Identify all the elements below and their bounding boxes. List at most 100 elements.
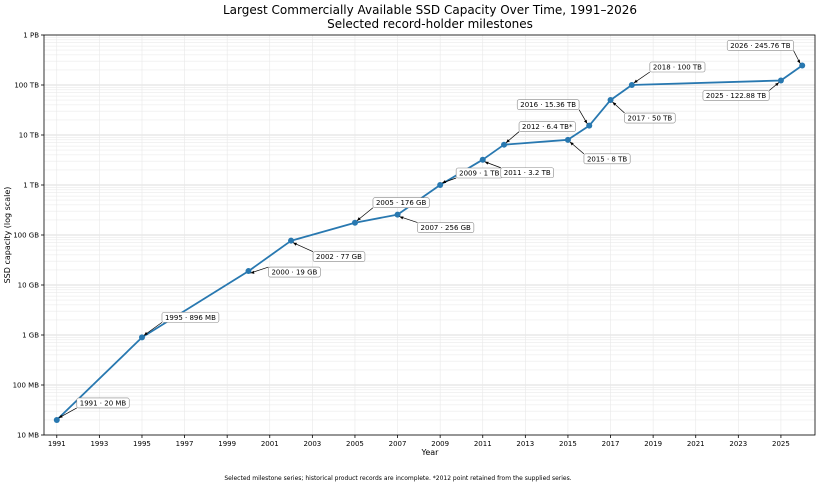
annotation: 2007 · 256 GB [399,216,475,233]
y-tick-label: 100 MB [13,382,40,390]
annotation-box [624,112,676,124]
annotation-box [702,90,770,101]
annotation: 1995 · 896 MB [143,312,220,336]
annotation-label: 2018 · 100 TB [653,64,702,72]
annotation-box [76,397,130,409]
annotation-arrowhead [797,59,801,64]
annotation-label: 2016 · 15.36 TB [520,101,576,109]
data-point [394,211,401,218]
annotation-box [518,121,576,132]
annotation-label: 2002 · 77 GB [316,253,362,261]
annotation: 2025 · 122.88 TB [702,82,780,101]
annotation-box [583,153,631,165]
annotation-arrowhead [569,141,574,146]
y-axis-label: SSD capacity (log scale) [3,187,12,284]
annotation-box [726,40,794,51]
annotations: 1991 · 20 MB 1995 · 896 MB 2000 · 19 GB 200… [58,40,801,419]
annotation-arrowhead [612,102,617,106]
annotation: 2026 · 245.76 TB [726,40,801,64]
data-point [799,62,806,69]
x-tick-label: 2003 [303,440,321,448]
annotation-label: 2026 · 245.76 TB [730,42,790,50]
annotation: 2018 · 100 TB [633,61,706,84]
annotation-arrowhead [775,82,779,87]
y-tick-label: 1 GB [22,332,39,340]
annotation-arrowhead [633,79,638,83]
annotation: 2017 · 50 TB [612,101,676,124]
annotation-box [268,266,321,278]
annotation: 2016 · 15.36 TB [516,99,588,124]
annotation-arrowhead [356,217,361,221]
annotation-arrowhead [293,242,298,246]
x-axis-label: Year [421,448,440,457]
annotation: 2002 · 77 GB [292,242,366,262]
x-tick-label: 2023 [729,440,747,448]
plot-frame [43,34,816,436]
y-tick-label: 100 TB [14,82,39,90]
annotation-arrowhead [250,270,255,274]
data-point [501,141,508,148]
annotation-label: 2015 · 8 TB [587,155,627,163]
annotation-arrowhead [583,119,588,124]
annotation: 2012 · 6.4 TB* [505,121,576,143]
x-tick-label: 2017 [602,440,620,448]
data-point [245,268,252,275]
annotation-label: 2005 · 176 GB [376,199,427,207]
annotation-arrowhead [143,331,148,336]
data-point [479,156,486,163]
x-tick-label: 2019 [644,440,662,448]
y-tick-label: 1 TB [23,182,39,190]
annotation-label: 2009 · 1 TB [459,170,499,178]
annotation-arrowhead [442,180,447,183]
data-point [351,219,358,226]
annotation-box [312,251,366,262]
data-point [288,237,295,244]
data-point [53,416,60,423]
data-point [628,82,635,88]
x-tick-label: 2001 [261,440,279,448]
annotation-label: 1991 · 20 MB [80,399,127,407]
annotation: 2011 · 3.2 TB [484,161,554,179]
data-point [777,77,784,84]
annotation-arrowhead [506,139,510,143]
annotation-box [372,197,430,209]
chart-subtitle: Selected record-holder milestones [327,17,533,31]
x-tick-label: 1997 [176,440,194,448]
annotation-label: 2000 · 19 GB [271,269,317,277]
annotation: 2015 · 8 TB [569,141,631,165]
annotation-box [417,222,475,233]
annotation-label: 2007 · 256 GB [421,224,472,232]
annotation-box [500,167,554,179]
data-point [564,136,571,143]
annotation-arrowhead [484,161,489,165]
annotation-box [516,99,580,110]
data-point [607,97,614,104]
x-tick-label: 2013 [516,440,534,448]
annotation-arrowhead [399,216,404,220]
annotation: 2005 · 176 GB [356,197,430,221]
y-tick-label: 10 TB [19,132,39,140]
annotation: 2000 · 19 GB [250,266,321,278]
data-points [53,62,806,423]
annotation: 1991 · 20 MB [58,397,130,419]
data-point [586,122,593,129]
axes: 10 MB 100 MB 1 GB 10 GB 100 GB 1 TB 10 TB 100 T… [13,32,816,448]
x-tick-label: 1993 [90,440,108,448]
data-point [138,334,145,341]
data-point [437,182,444,188]
x-tick-label: 2007 [389,440,407,448]
annotation-arrow [143,322,163,336]
footnote: Selected milestone series; historical pr… [224,475,571,482]
x-tick-label: 1995 [133,440,151,448]
annotation-arrowhead [58,414,63,418]
x-tick-label: 2011 [474,440,492,448]
x-tick-label: 2015 [559,440,577,448]
annotation: 2009 · 1 TB [442,167,503,184]
y-tick-label: 10 MB [17,432,39,440]
x-tick-label: 2021 [687,440,705,448]
annotation-box [649,61,706,73]
annotation-label: 2011 · 3.2 TB [504,169,551,177]
annotation-label: 1995 · 896 MB [165,314,216,322]
y-tick-label: 1 PB [23,32,39,40]
